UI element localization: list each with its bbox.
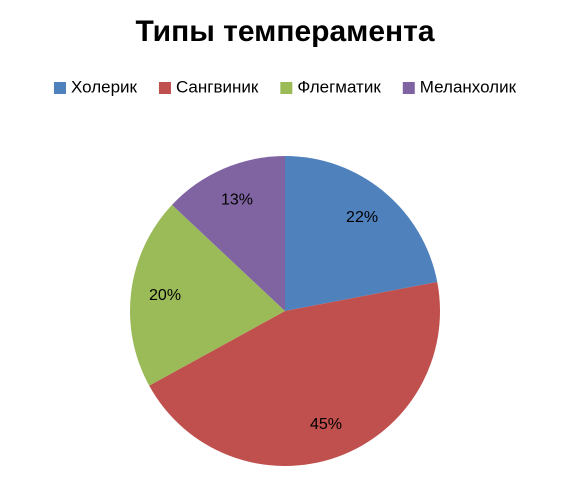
legend-label: Холерик <box>71 77 138 96</box>
slice-label: 45% <box>310 416 342 433</box>
legend-swatch <box>53 82 66 94</box>
slice-label: 22% <box>346 209 378 226</box>
pie-slice <box>129 204 285 386</box>
legend-swatch <box>280 82 293 94</box>
legend-swatch <box>402 82 415 94</box>
pie-slice <box>172 156 285 311</box>
pie-slice <box>149 281 440 466</box>
legend-label: Меланхолик <box>420 77 517 96</box>
slice-label: 13% <box>221 191 253 208</box>
legend-label: Флегматик <box>297 77 381 96</box>
slice-label: 20% <box>149 287 181 304</box>
legend-label: Сангвиник <box>176 77 259 96</box>
pie-slice <box>285 156 438 311</box>
legend-swatch <box>158 82 171 94</box>
chart-title: Типы темперамента <box>135 15 434 48</box>
